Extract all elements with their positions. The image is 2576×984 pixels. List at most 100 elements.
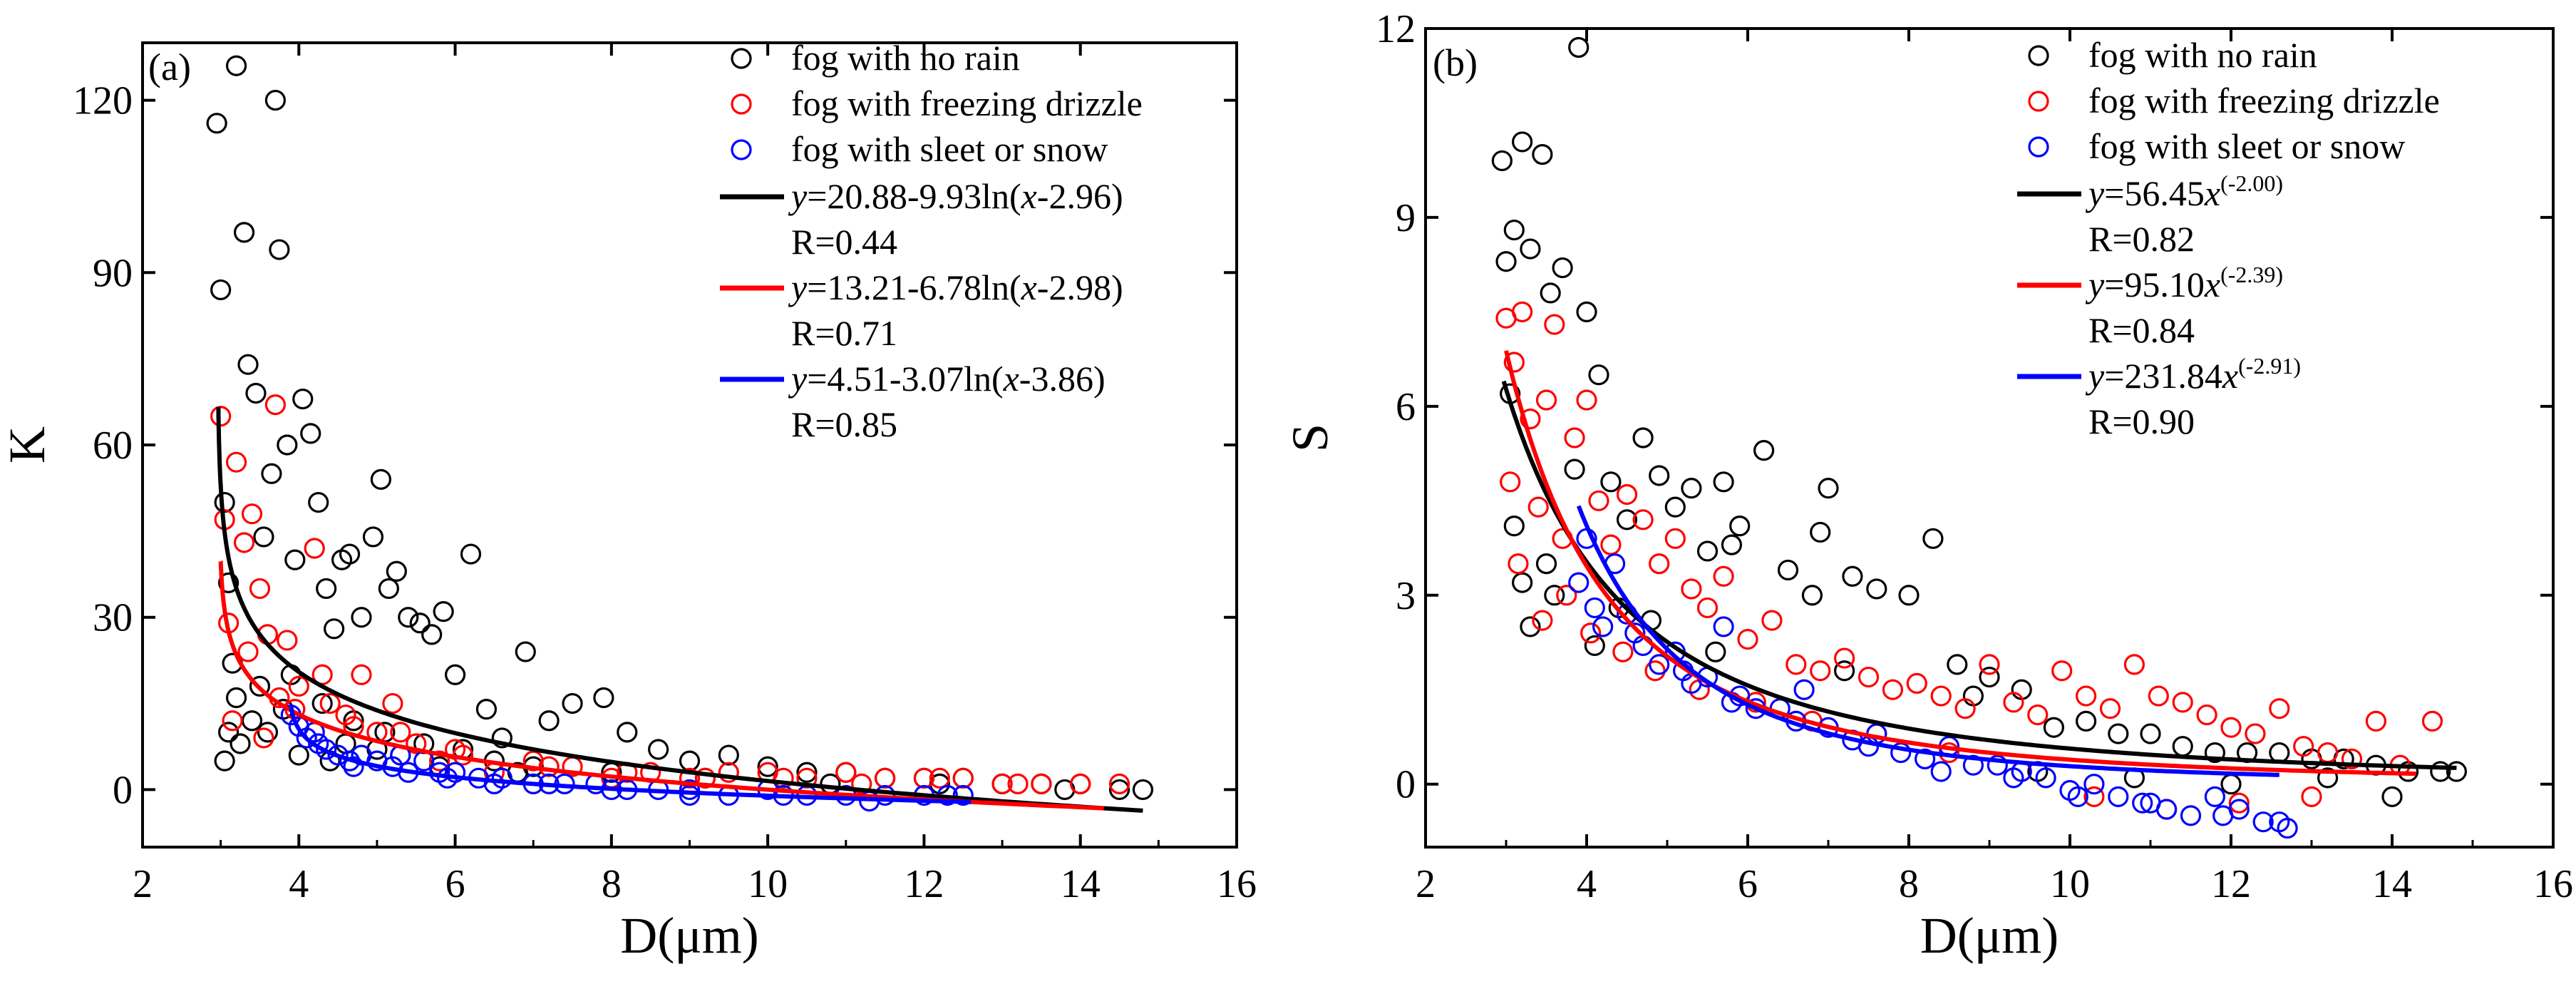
data-point (230, 733, 251, 754)
legend-label: fog with sleet or snow (2088, 126, 2405, 166)
data-point (2172, 692, 2193, 713)
data-point (1866, 578, 1887, 600)
data-point (1556, 585, 1577, 606)
y-axis-title: S (1282, 424, 1339, 452)
data-point (351, 607, 372, 628)
data-point (300, 423, 321, 444)
data-point (562, 692, 583, 714)
data-point (206, 113, 227, 134)
data-point (241, 710, 263, 732)
y-tick-label: 6 (1396, 385, 1416, 429)
data-point (1535, 389, 1557, 411)
legend-label: fog with freezing drizzle (2088, 81, 2440, 121)
data-point (2108, 786, 2129, 807)
fit-equation: y=231.84x(-2.91) (2085, 353, 2301, 396)
data-point (1649, 654, 1670, 675)
data-point (515, 641, 536, 662)
data-point (1664, 528, 1686, 549)
data-point (1495, 251, 1517, 272)
data-point (2140, 792, 2161, 814)
fit-curve (216, 406, 1143, 813)
data-point (1540, 282, 1561, 304)
data-point (2245, 723, 2266, 744)
data-point (2446, 761, 2467, 782)
data-point (2180, 805, 2202, 826)
x-tick-label: 10 (2050, 862, 2090, 906)
data-point (1705, 641, 1726, 662)
x-tick-label: 4 (289, 862, 309, 906)
x-tick-label: 10 (748, 862, 788, 906)
x-tick-label: 2 (1416, 862, 1436, 906)
y-tick-label: 30 (93, 596, 133, 640)
data-point (2196, 704, 2217, 726)
data-point (362, 526, 384, 548)
data-point (593, 687, 614, 709)
data-point (991, 773, 1013, 794)
data-point (773, 767, 794, 789)
data-point (1858, 666, 1880, 688)
legend-marker (2028, 136, 2049, 158)
y-axis-title: K (0, 426, 56, 463)
x-tick-label: 12 (2211, 862, 2251, 906)
data-point (1007, 773, 1029, 794)
data-point (679, 767, 701, 789)
data-point (2228, 792, 2250, 814)
legend-label: fog with freezing drizzle (791, 83, 1143, 123)
data-point (2076, 685, 2097, 707)
data-point (225, 451, 247, 473)
data-point (218, 572, 239, 593)
data-point (1508, 553, 1529, 575)
y-tick-label: 60 (93, 424, 133, 468)
legend-label: fog with sleet or snow (791, 129, 1108, 169)
panel-a: 2 4 6 8 10 12 14 16 0 30 60 90 120 D(μm) K (a) fog with … (0, 38, 1257, 964)
data-point (757, 756, 778, 777)
data-point (257, 722, 279, 743)
data-point (1031, 773, 1052, 794)
data-point (1721, 534, 1742, 555)
data-point (253, 727, 274, 749)
legend-label: fog with no rain (2088, 35, 2317, 75)
data-point (1070, 773, 1091, 794)
data-point (1532, 610, 1553, 631)
fit-r-value: R=0.84 (2088, 310, 2195, 350)
data-point (2365, 710, 2386, 732)
data-point (2140, 723, 2161, 744)
data-point (225, 55, 247, 76)
fit-r-value: R=0.44 (791, 222, 897, 262)
data-point (1544, 585, 1565, 606)
data-point (1503, 352, 1525, 373)
data-point (233, 222, 255, 243)
data-point (2269, 811, 2290, 833)
data-point (2035, 767, 2056, 789)
data-point (409, 613, 431, 634)
data-point (2067, 786, 2088, 807)
fit-curve (289, 705, 972, 804)
data-point (1132, 779, 1154, 801)
data-point (370, 468, 392, 490)
data-point (378, 578, 399, 600)
data-point (1576, 389, 1597, 411)
data-point (1568, 572, 1590, 593)
data-point (444, 664, 466, 685)
data-point (1503, 219, 1525, 241)
data-point (1729, 516, 1751, 537)
data-point (1535, 553, 1557, 575)
y-tick-label: 90 (93, 251, 133, 295)
data-point (1616, 509, 1638, 531)
data-point (2083, 786, 2105, 807)
data-point (679, 779, 701, 801)
data-point (491, 727, 512, 749)
data-point (245, 382, 267, 404)
data-point (327, 744, 349, 766)
y-tick-label: 12 (1376, 7, 1416, 51)
data-point (288, 744, 309, 766)
fit-curve (1501, 380, 2457, 770)
data-point (1584, 635, 1605, 657)
x-tick-label: 6 (1738, 862, 1758, 906)
data-point (2220, 774, 2242, 795)
data-point (249, 675, 271, 697)
data-point (1576, 301, 1597, 322)
data-point (1520, 616, 1541, 637)
data-point (679, 750, 701, 772)
data-point (339, 543, 361, 565)
